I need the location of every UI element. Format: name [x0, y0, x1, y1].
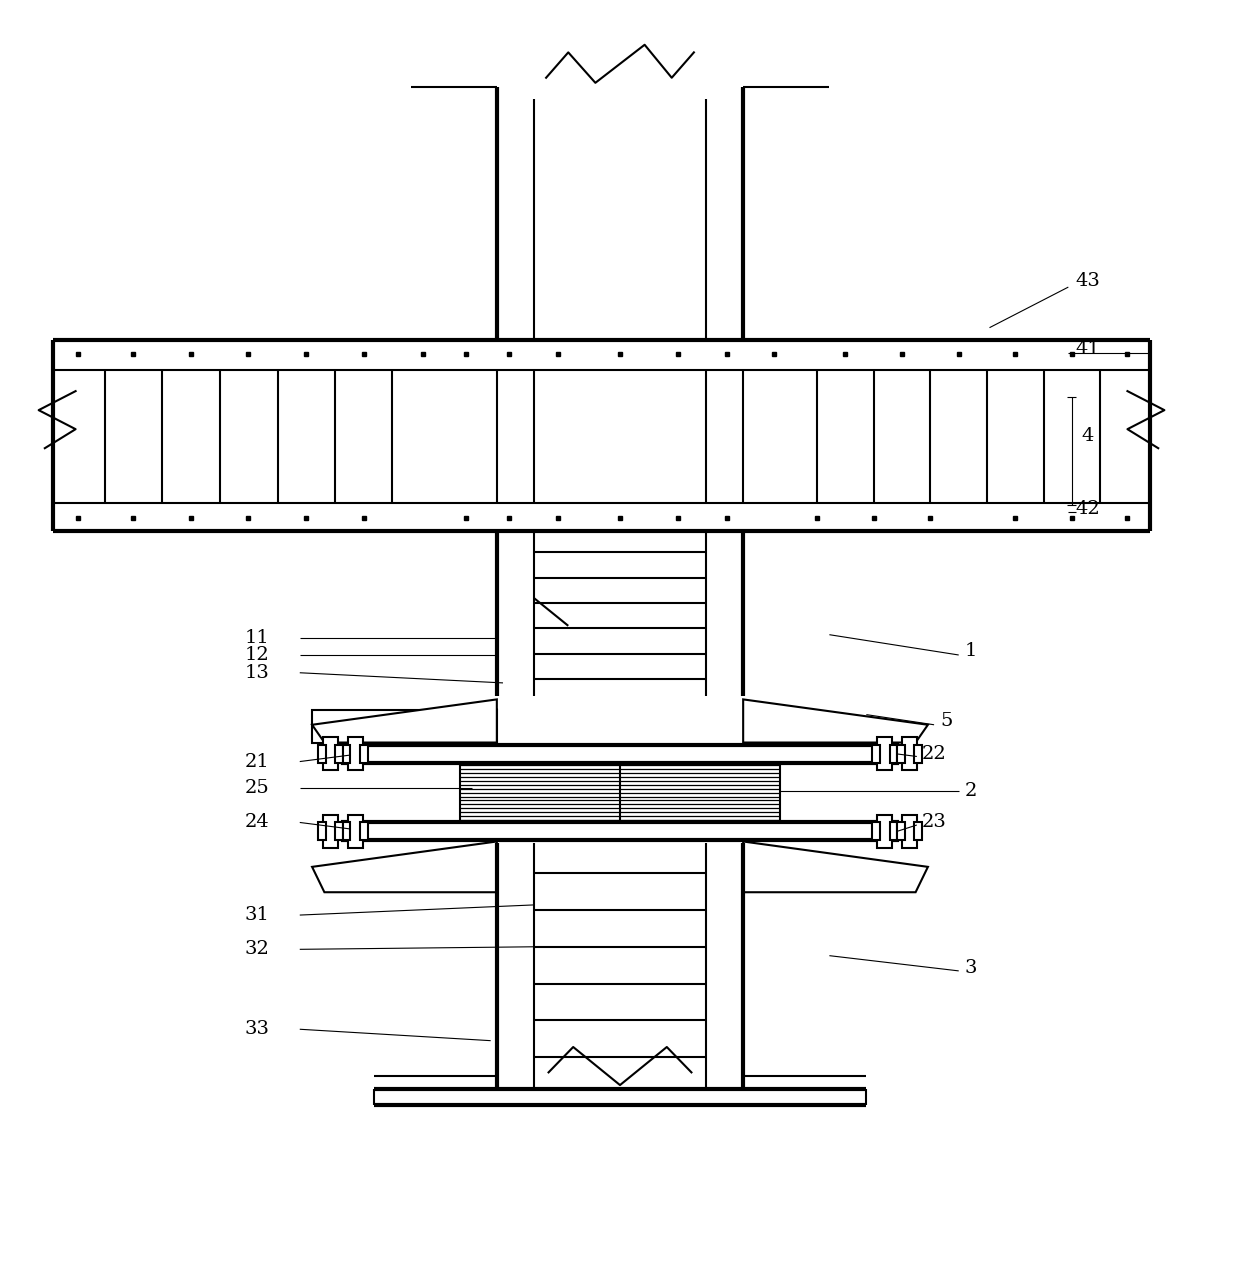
Bar: [873, 822, 880, 840]
Text: 4: 4: [1081, 427, 1094, 444]
Bar: [901, 737, 916, 770]
Text: 31: 31: [244, 907, 269, 925]
Bar: [343, 744, 350, 762]
Text: 13: 13: [244, 664, 269, 682]
Text: 5: 5: [940, 713, 952, 730]
Text: 25: 25: [244, 779, 269, 797]
Text: 21: 21: [244, 752, 269, 770]
Bar: [897, 744, 904, 762]
Bar: [336, 744, 343, 762]
Text: 3: 3: [965, 959, 977, 977]
Polygon shape: [312, 842, 497, 893]
Bar: [890, 744, 897, 762]
Bar: [890, 822, 897, 840]
Text: 32: 32: [244, 940, 269, 958]
Bar: [347, 737, 362, 770]
Text: 1: 1: [965, 642, 977, 660]
Bar: [336, 822, 343, 840]
Bar: [914, 822, 921, 840]
Text: 23: 23: [921, 813, 946, 831]
Polygon shape: [743, 842, 928, 893]
Polygon shape: [312, 710, 497, 742]
Text: 22: 22: [921, 744, 946, 762]
Text: 11: 11: [244, 630, 269, 647]
Text: 2: 2: [965, 782, 977, 799]
Bar: [901, 815, 916, 848]
Bar: [878, 737, 893, 770]
Bar: [347, 815, 362, 848]
Bar: [319, 822, 326, 840]
Text: 12: 12: [244, 646, 269, 664]
Polygon shape: [312, 700, 497, 742]
Bar: [360, 822, 367, 840]
Text: 43: 43: [1076, 272, 1101, 290]
Polygon shape: [743, 700, 928, 742]
Polygon shape: [312, 710, 497, 742]
Bar: [324, 737, 339, 770]
Text: 24: 24: [244, 813, 269, 831]
Text: 42: 42: [1076, 501, 1100, 518]
Bar: [360, 744, 367, 762]
Bar: [914, 744, 921, 762]
Text: 41: 41: [1076, 340, 1100, 359]
Bar: [343, 822, 897, 840]
Bar: [343, 822, 350, 840]
Bar: [878, 815, 893, 848]
Bar: [319, 744, 326, 762]
Bar: [324, 815, 339, 848]
Bar: [343, 744, 897, 762]
Text: 33: 33: [244, 1020, 269, 1038]
Bar: [897, 822, 904, 840]
Bar: [873, 744, 880, 762]
